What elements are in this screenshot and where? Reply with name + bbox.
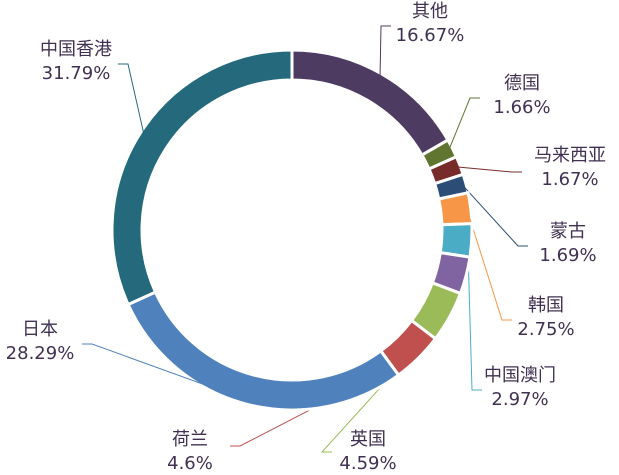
data-label-name: 德国	[504, 73, 540, 94]
data-label-value: 28.29%	[6, 343, 75, 364]
leader-line	[456, 166, 522, 173]
leader-line	[82, 343, 248, 401]
data-label-name: 英国	[350, 429, 386, 450]
data-label-value: 1.66%	[493, 97, 550, 118]
leader-line	[461, 184, 528, 247]
data-label-name: 中国澳门	[484, 365, 556, 386]
data-label-name: 中国香港	[40, 39, 112, 60]
leader-line	[448, 97, 480, 151]
data-label-value: 2.75%	[517, 319, 574, 340]
data-label-value: 1.69%	[539, 245, 596, 266]
data-label-name: 马来西亚	[534, 145, 606, 166]
leader-line	[466, 208, 512, 321]
donut-slice	[126, 290, 401, 412]
donut-slice	[110, 48, 294, 307]
data-label-name: 其他	[412, 1, 448, 22]
data-label-name: 荷兰	[172, 429, 208, 450]
data-label-name: 韩国	[528, 295, 564, 316]
data-label-name: 蒙古	[550, 221, 586, 242]
data-label-name: 日本	[22, 319, 58, 340]
leader-line	[379, 25, 391, 78]
data-label-value: 2.97%	[491, 389, 548, 410]
data-label-value: 31.79%	[42, 63, 111, 84]
leader-line	[467, 240, 482, 391]
data-label-value: 4.59%	[339, 453, 396, 474]
data-label-value: 1.67%	[541, 169, 598, 190]
leader-line	[118, 63, 145, 135]
donut-slice	[290, 48, 450, 158]
data-label-value: 4.6%	[167, 453, 213, 474]
data-label-value: 16.67%	[396, 25, 465, 46]
